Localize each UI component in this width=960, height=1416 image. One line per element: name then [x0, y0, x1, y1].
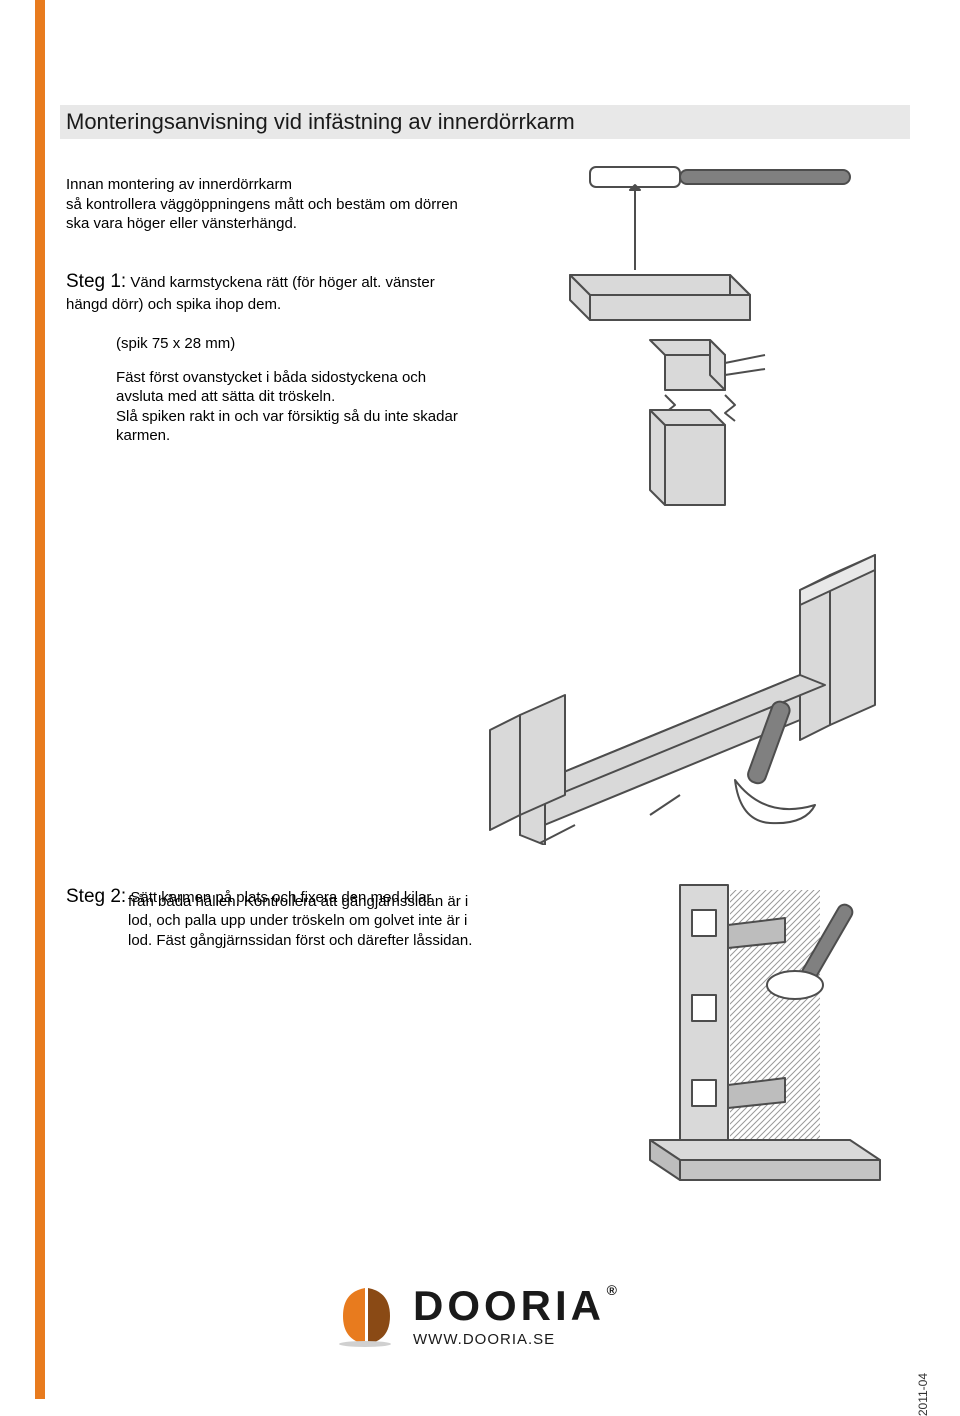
intro-line2: så kontrollera väggöppningens mått och b…	[66, 196, 458, 233]
date-code: 2011-04	[916, 1373, 930, 1416]
intro-line1: Innan montering av innerdörrkarm	[66, 176, 292, 193]
spik-para2: Slå spiken rakt in och var försiktig så …	[116, 408, 458, 445]
diagram-step1-top	[530, 155, 910, 535]
spik-note: (spik 75 x 28 mm)	[116, 334, 476, 354]
step1-label: Steg 1:	[66, 271, 126, 292]
brand-url: WWW.DOORIA.SE	[413, 1331, 605, 1348]
step2-rest: från båda hållen. Kontrollera att gångjä…	[128, 893, 472, 949]
spik-block: (spik 75 x 28 mm) Fäst först ovanstycket…	[116, 334, 476, 460]
intro-block: Innan montering av innerdörrkarm så kont…	[66, 175, 466, 234]
diagram-step2	[620, 880, 930, 1190]
step2-label: Steg 2:	[66, 886, 126, 907]
spik-para1: Fäst först ovanstycket i båda sidostycke…	[116, 369, 426, 406]
registered-icon: ®	[607, 1283, 621, 1297]
title-bar: Monteringsanvisning vid infästning av in…	[60, 105, 910, 139]
brand-word: DOORIA	[413, 1282, 605, 1329]
accent-sidebar	[35, 0, 45, 1399]
footer: DOORIA® WWW.DOORIA.SE	[335, 1285, 605, 1348]
logo-icon	[335, 1286, 395, 1348]
step1-block: Steg 1: Vänd karmstyckena rätt (för höge…	[66, 270, 466, 314]
brand-name: DOORIA®	[413, 1285, 605, 1327]
page-title: Monteringsanvisning vid infästning av in…	[66, 109, 575, 135]
step2-block: Steg 2: Sätt karmen på plats och fixera …	[66, 885, 476, 950]
logo-text-block: DOORIA® WWW.DOORIA.SE	[413, 1285, 605, 1348]
diagram-step1-frame	[480, 545, 910, 845]
